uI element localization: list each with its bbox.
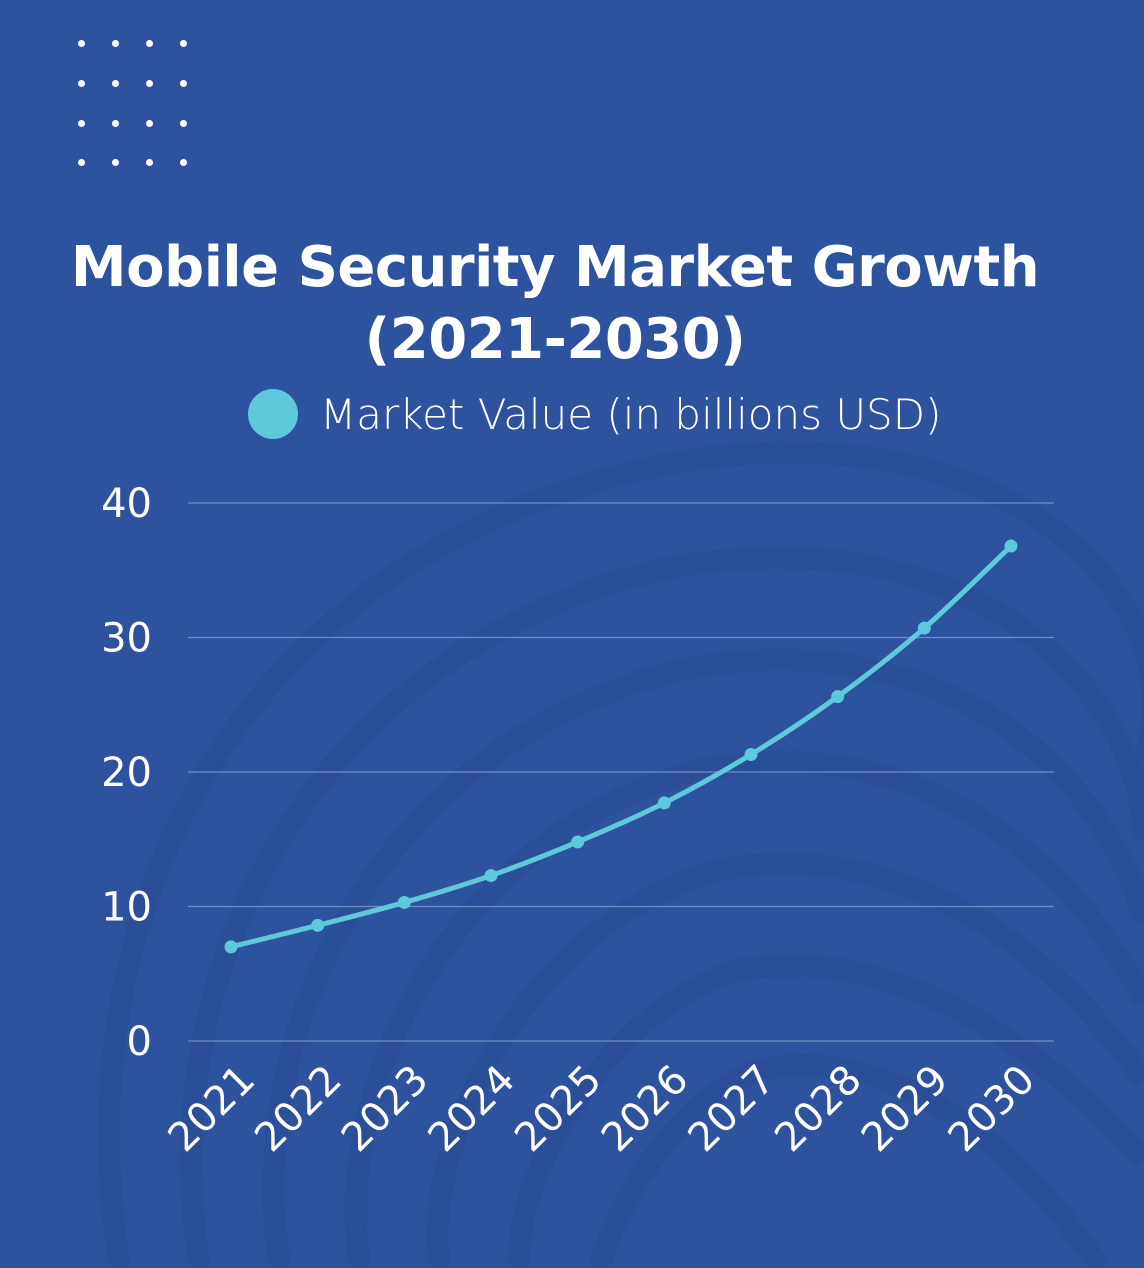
x-tick-label-2024: 2024 xyxy=(420,1057,525,1162)
x-tick-label-2030: 2030 xyxy=(940,1057,1045,1162)
y-tick-label-20: 20 xyxy=(101,750,152,796)
x-tick-label-2026: 2026 xyxy=(593,1057,698,1162)
series-line-market-value xyxy=(228,543,1014,950)
y-tick-label-40: 40 xyxy=(101,481,152,527)
data-point-2029 xyxy=(917,621,931,635)
chart-title-line-2: (2021-2030) xyxy=(364,307,746,372)
data-point-2026 xyxy=(657,796,671,810)
data-point-2022 xyxy=(311,918,325,932)
y-tick-label-10: 10 xyxy=(101,885,152,931)
legend-swatch xyxy=(248,389,298,439)
chart-title-line-1: Mobile Security Market Growth xyxy=(70,235,1040,300)
x-tick-label-2025: 2025 xyxy=(506,1057,611,1162)
x-tick-label-2023: 2023 xyxy=(333,1057,438,1162)
y-tick-label-30: 30 xyxy=(101,616,152,662)
chart-legend: Market Value (in billions USD) xyxy=(248,386,941,442)
data-point-2023 xyxy=(397,895,411,909)
x-tick-label-2022: 2022 xyxy=(246,1057,351,1162)
legend-label: Market Value (in billions USD) xyxy=(320,389,942,439)
x-tick-label-2027: 2027 xyxy=(680,1057,785,1162)
data-point-2024 xyxy=(484,869,498,883)
y-tick-label-0: 0 xyxy=(127,1019,152,1065)
data-point-2021 xyxy=(224,940,238,954)
data-point-2028 xyxy=(831,690,845,704)
x-tick-label-2029: 2029 xyxy=(853,1057,958,1162)
data-point-2027 xyxy=(744,748,758,762)
x-tick-label-2021: 2021 xyxy=(160,1057,265,1162)
data-point-2025 xyxy=(571,835,585,849)
x-tick-label-2028: 2028 xyxy=(766,1057,871,1162)
data-point-2030 xyxy=(1004,539,1018,553)
decorative-dot-grid xyxy=(78,40,198,170)
chart-title: Mobile Security Market Growth (2021-2030… xyxy=(60,232,1050,376)
